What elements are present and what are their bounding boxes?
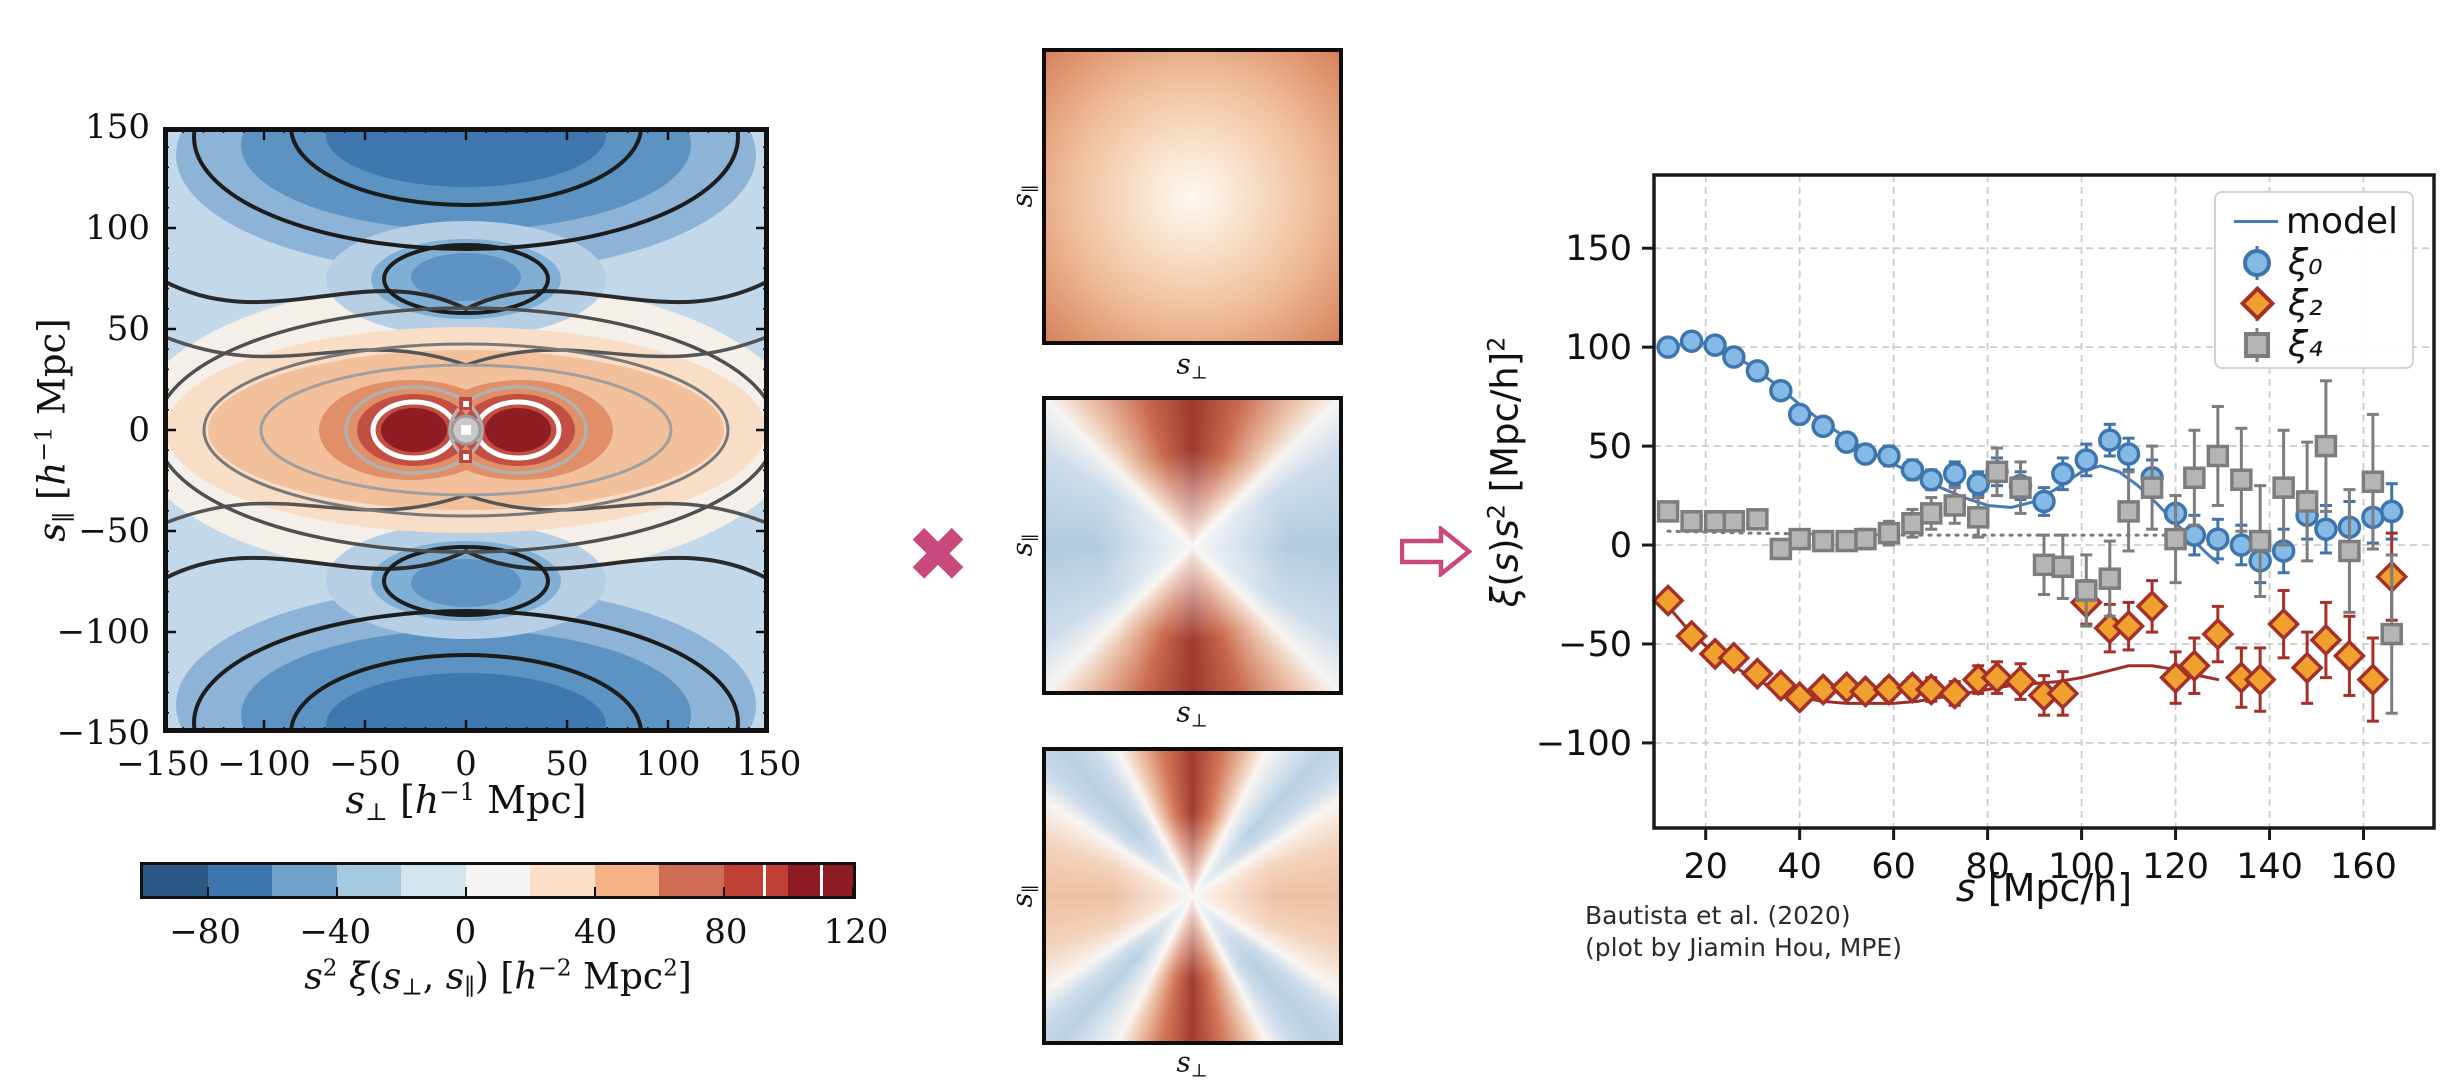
basis-quadrupole-xlabel: s⊥ — [1176, 695, 1208, 732]
basis-monopole-xlabel: s⊥ — [1176, 347, 1208, 384]
basis-hexadecapole-ylabel: s∥ — [1005, 884, 1042, 908]
colorbar-tick-label: 120 — [823, 912, 889, 952]
legend-xi2-label: ξ₂ — [2288, 283, 2323, 324]
colorbar-segment — [723, 865, 789, 896]
multipole-chart: 20 40 60 80 100 120 140 160 −100 −50 0 50 100 150 — [1536, 173, 2436, 887]
svg-text:140: 140 — [2236, 847, 2303, 887]
tick-label: 0 — [128, 410, 150, 450]
colorbar-tickmark — [206, 887, 209, 896]
contour-x-tick-labels: −150 −100 −50 0 50 100 150 — [116, 744, 801, 784]
svg-text:60: 60 — [1871, 847, 1916, 887]
tick-label: −100 — [56, 612, 150, 652]
svg-text:80: 80 — [1965, 847, 2010, 887]
tick-label: −100 — [217, 744, 311, 784]
legend-row-xi0: ξ₀ — [2226, 242, 2398, 283]
colorbar-tickmark — [593, 887, 596, 896]
series-2 — [1656, 379, 2403, 715]
colorbar-segment — [207, 865, 273, 896]
contour-plot — [163, 127, 769, 733]
tick-label: 100 — [635, 744, 701, 784]
svg-text:−50: −50 — [1558, 625, 1632, 665]
chart-axis-ticks: 20 40 60 80 100 120 140 160 −100 −50 0 50 100 150 — [1536, 229, 2397, 887]
colorbar-contour-marker — [763, 865, 767, 896]
svg-text:0: 0 — [1610, 526, 1632, 566]
tick-label: 150 — [736, 744, 802, 784]
colorbar-segment — [530, 865, 595, 896]
caption-line-2: (plot by Jiamin Hou, MPE) — [1585, 933, 1902, 962]
basis-panel-hexadecapole — [1042, 747, 1343, 1045]
multiply-icon: ✖ — [906, 510, 970, 599]
series-1 — [1651, 531, 2409, 723]
legend-row-xi4: ξ₄ — [2226, 324, 2398, 365]
basis-panel-monopole — [1042, 48, 1343, 345]
colorbar-segment — [143, 865, 208, 896]
colorbar-tickmark — [722, 887, 725, 896]
svg-text:50: 50 — [1587, 427, 1632, 467]
caption-line-1: Bautista et al. (2020) — [1585, 901, 1851, 930]
legend-row-model: model — [2226, 201, 2398, 242]
tick-label: −150 — [56, 713, 150, 753]
legend-xi0-label: ξ₀ — [2288, 242, 2323, 283]
tick-label: 0 — [455, 744, 477, 784]
colorbar-segment — [272, 865, 337, 896]
legend-xi2-marker-icon — [2226, 285, 2288, 322]
colorbar-tick-label: −40 — [299, 912, 372, 952]
figure-caption: Bautista et al. (2020) (plot by Jiamin H… — [1585, 900, 1902, 964]
multipole-x-axis-label: s [Mpc/h] — [1955, 866, 2133, 910]
legend-model-line-icon — [2226, 220, 2286, 223]
model-curve-2 — [1666, 529, 2220, 537]
legend-model-label: model — [2285, 201, 2398, 242]
colorbar-tick-label: 80 — [704, 912, 748, 952]
colorbar-segment — [465, 865, 531, 896]
tick-label: −50 — [329, 744, 401, 784]
basis-hexadecapole-xlabel: s⊥ — [1176, 1045, 1208, 1082]
svg-text:150: 150 — [1565, 229, 1632, 269]
contour-y-tick-labels: 150 100 50 0 −50 −100 −150 — [30, 107, 150, 753]
contour-art — [163, 127, 769, 733]
colorbar-segment — [401, 865, 466, 896]
legend-xi4-label: ξ₄ — [2288, 324, 2323, 365]
basis-panel-quadrupole — [1042, 396, 1343, 695]
contour-x-axis-label: s⊥ [h−1 Mpc] — [345, 776, 587, 826]
chart-legend: model ξ₀ ξ₂ ξ₄ — [2214, 191, 2414, 369]
colorbar-tick-labels: −80 −40 0 40 80 120 — [140, 912, 888, 952]
colorbar-tick-label: 40 — [574, 912, 618, 952]
colorbar-label: s2 ξ(s⊥, s∥) [h−2 Mpc2] — [304, 955, 692, 1001]
tick-label: 50 — [545, 744, 589, 784]
tick-label: 50 — [106, 309, 150, 349]
svg-text:20: 20 — [1683, 847, 1728, 887]
contour-y-axis-label: s∥ [h−1 Mpc] — [29, 318, 78, 542]
colorbar-segment — [594, 865, 660, 896]
svg-text:−100: −100 — [1536, 724, 1632, 764]
svg-text:160: 160 — [2330, 847, 2397, 887]
colorbar-tickmark — [464, 887, 467, 896]
svg-text:100: 100 — [1565, 328, 1632, 368]
colorbar-segment — [659, 865, 724, 896]
multipole-y-axis-label: ξ(s)s2 [Mpc/h]2 — [1482, 336, 1527, 608]
colorbar-segment — [336, 865, 402, 896]
colorbar-tickmark — [852, 887, 854, 896]
right-arrow-icon — [1400, 526, 1472, 577]
legend-xi0-marker-icon — [2226, 245, 2288, 280]
legend-row-xi2: ξ₂ — [2226, 283, 2398, 324]
basis-quadrupole-ylabel: s∥ — [1005, 533, 1042, 557]
chart-frame — [1652, 173, 2436, 830]
colorbar-tick-label: −80 — [169, 912, 241, 952]
svg-text:40: 40 — [1777, 847, 1822, 887]
colorbar-contour-marker — [820, 865, 824, 896]
basis-monopole-ylabel: s∥ — [1005, 184, 1042, 208]
tick-label: −150 — [116, 744, 210, 784]
svg-text:120: 120 — [2142, 847, 2209, 887]
colorbar-tickmark — [335, 887, 338, 896]
series-0 — [1656, 329, 2404, 585]
colorbar-tick-label: 0 — [454, 912, 477, 952]
colorbar — [140, 862, 856, 899]
svg-text:100: 100 — [2048, 847, 2115, 887]
tick-label: −50 — [78, 511, 150, 551]
tick-label: 150 — [85, 107, 150, 147]
legend-xi4-marker-icon — [2226, 327, 2288, 362]
tick-label: 100 — [85, 208, 150, 248]
